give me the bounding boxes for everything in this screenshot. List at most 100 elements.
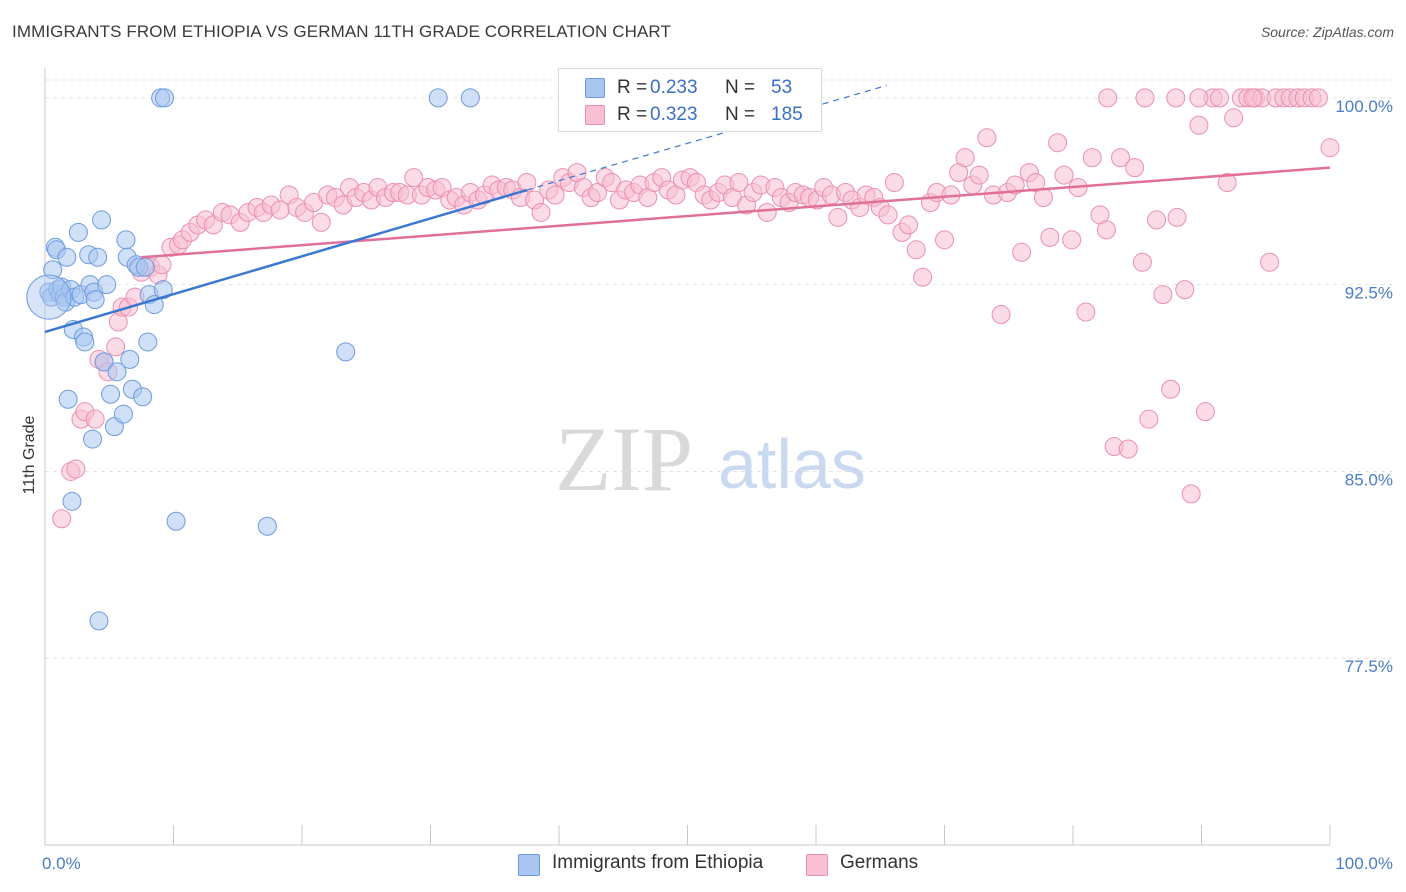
legend-r-value: 0.323 <box>650 104 698 125</box>
point-germans <box>969 165 989 185</box>
point-germans <box>1139 409 1159 429</box>
bottom-legend-swatch-germans <box>806 854 828 876</box>
point-germans <box>991 305 1011 325</box>
point-ethiopia <box>97 275 117 295</box>
chart-title: IMMIGRANTS FROM ETHIOPIA VS GERMAN 11TH … <box>12 22 671 41</box>
y-axis-label: 11th Grade <box>21 415 38 494</box>
point-germans <box>757 202 777 222</box>
point-ethiopia <box>107 362 127 382</box>
point-ethiopia <box>155 88 175 108</box>
point-germans <box>729 173 749 193</box>
point-germans <box>1224 108 1244 128</box>
point-germans <box>545 185 565 205</box>
point-germans <box>1040 227 1060 247</box>
point-germans <box>1005 175 1025 195</box>
point-germans <box>1054 165 1074 185</box>
y-tick-label: 92.5% <box>1345 284 1393 303</box>
legend-n-label: N = <box>725 77 756 98</box>
trend-line-ethiopia-extension <box>526 84 887 191</box>
point-germans <box>1048 133 1068 153</box>
point-ethiopia <box>58 389 78 409</box>
point-germans <box>52 509 72 529</box>
point-germans <box>1135 88 1155 108</box>
point-ethiopia <box>257 516 277 536</box>
point-ethiopia <box>43 260 63 280</box>
point-germans <box>977 128 997 148</box>
point-ethiopia <box>113 404 133 424</box>
x-tick-label: 100.0% <box>1335 854 1393 873</box>
point-ethiopia <box>75 332 95 352</box>
watermark: ZIP atlas <box>555 408 866 510</box>
point-ethiopia <box>460 88 480 108</box>
point-ethiopia <box>57 247 77 267</box>
x-tick-label: 0.0% <box>42 854 81 873</box>
point-ethiopia <box>85 290 105 310</box>
point-germans <box>1217 173 1237 193</box>
point-germans <box>1062 230 1082 250</box>
y-tick-label: 100.0% <box>1335 97 1393 116</box>
series-ethiopia <box>26 88 480 631</box>
point-germans <box>1033 188 1053 207</box>
point-ethiopia <box>133 387 153 407</box>
point-germans <box>531 202 551 222</box>
point-ethiopia <box>138 332 158 352</box>
point-ethiopia <box>68 222 88 242</box>
axes <box>44 68 1331 846</box>
point-germans <box>1026 173 1046 193</box>
point-germans <box>1118 439 1138 459</box>
point-ethiopia <box>166 511 186 531</box>
point-ethiopia-cluster <box>26 274 72 320</box>
point-ethiopia <box>116 230 136 250</box>
point-ethiopia <box>94 352 114 372</box>
bottom-legend-label: Germans <box>840 852 919 873</box>
point-germans <box>1189 88 1209 108</box>
legend-swatch-ethiopia <box>585 78 605 98</box>
legend-r-value: 0.233 <box>650 77 698 98</box>
point-germans <box>1132 252 1152 272</box>
grid-lines <box>45 79 1392 659</box>
point-germans <box>878 205 898 225</box>
point-germans <box>1125 158 1145 178</box>
point-germans <box>1076 302 1096 322</box>
point-germans <box>935 230 954 250</box>
tick-labels: 77.5% 85.0% 92.5% 100.0% 0.0% 100.0% <box>42 97 1393 873</box>
point-germans <box>66 459 86 479</box>
point-ethiopia <box>336 342 356 362</box>
point-germans <box>1096 220 1116 240</box>
legend-r-label: R = <box>617 104 648 125</box>
point-germans <box>1111 148 1131 168</box>
point-germans <box>899 215 919 235</box>
point-germans <box>1181 484 1201 504</box>
watermark-zip: ZIP <box>555 408 693 510</box>
point-germans <box>1308 88 1328 108</box>
point-germans <box>1167 207 1187 227</box>
point-ethiopia <box>92 210 112 230</box>
point-germans <box>1082 148 1102 168</box>
point-ethiopia <box>89 611 109 631</box>
point-germans <box>1189 115 1209 135</box>
stats-legend: R = 0.233 N = 53 R = 0.323 N = 185 <box>558 68 822 132</box>
bottom-legend-label: Immigrants from Ethiopia <box>552 852 764 873</box>
point-germans <box>1175 280 1195 300</box>
bottom-legend-swatch-ethiopia <box>518 854 540 876</box>
legend-row-ethiopia: R = 0.233 N = 53 <box>559 75 821 101</box>
point-germans <box>955 148 975 168</box>
point-germans <box>1320 138 1340 158</box>
point-ethiopia <box>135 257 155 277</box>
series-germans <box>52 88 1340 529</box>
legend-n-value: 185 <box>771 104 803 125</box>
y-tick-label: 77.5% <box>1345 657 1393 676</box>
point-germans <box>311 212 331 232</box>
point-ethiopia <box>153 280 173 300</box>
point-germans <box>1098 88 1118 108</box>
point-germans <box>1012 242 1032 262</box>
trend-lines <box>44 84 1331 334</box>
point-ethiopia <box>120 349 140 369</box>
point-germans <box>1147 210 1167 230</box>
watermark-atlas: atlas <box>718 425 866 503</box>
point-germans <box>884 173 904 193</box>
point-ethiopia <box>101 384 121 404</box>
point-germans <box>152 255 172 275</box>
point-ethiopia <box>83 429 103 449</box>
